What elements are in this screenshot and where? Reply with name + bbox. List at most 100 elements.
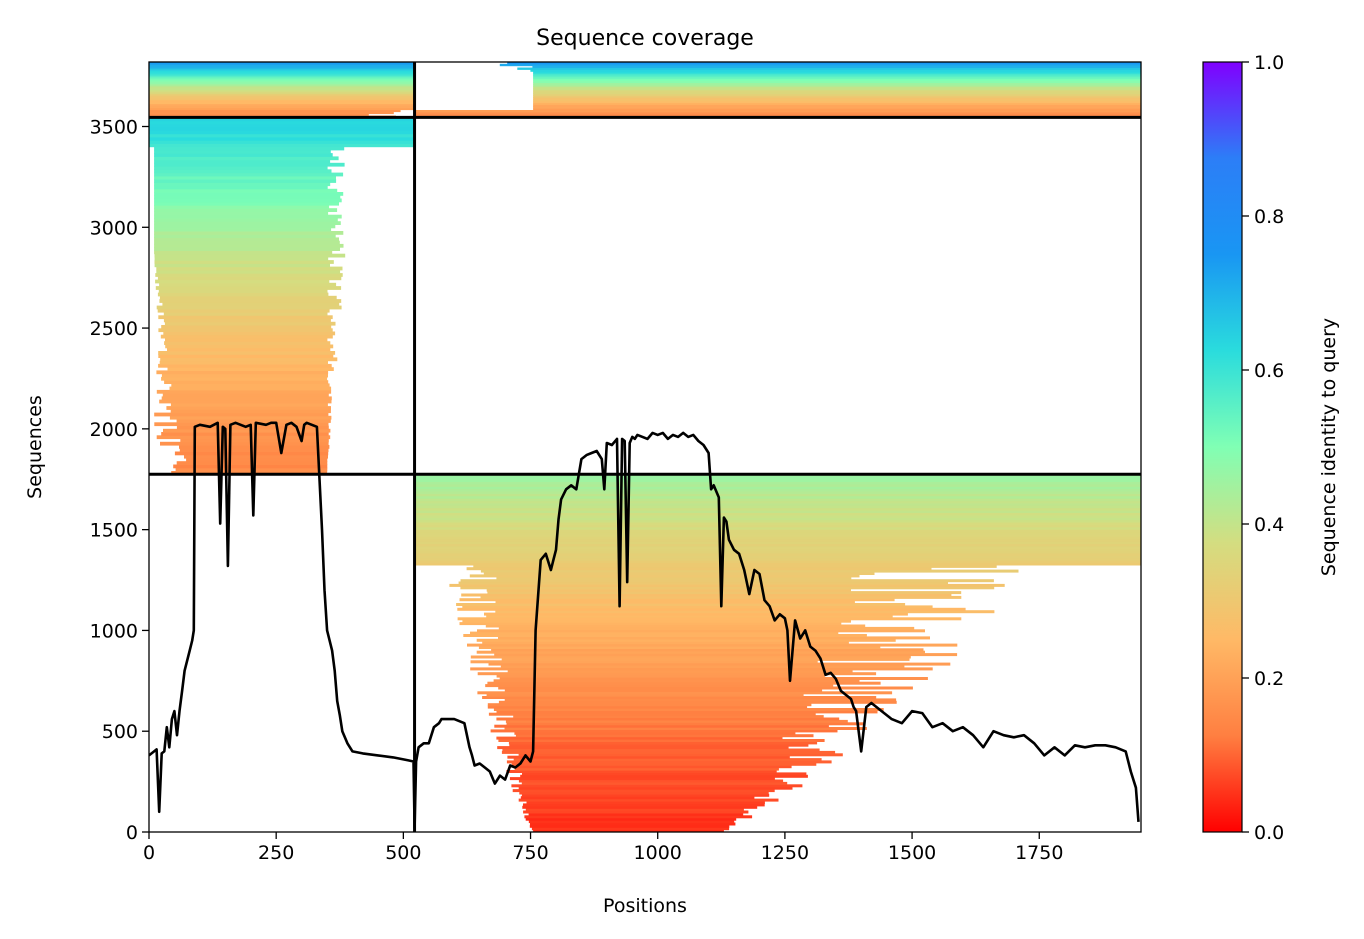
coverage-row	[154, 201, 339, 206]
coverage-row	[499, 677, 928, 680]
coverage-row	[522, 772, 807, 776]
coverage-row	[149, 101, 415, 105]
coverage-row	[488, 712, 816, 716]
coverage-row	[504, 688, 823, 692]
coverage-row	[154, 234, 336, 238]
coverage-row	[461, 593, 952, 597]
coverage-row	[161, 432, 329, 436]
coverage-row	[511, 762, 817, 766]
coverage-row	[149, 105, 415, 109]
x-tick-label: 1500	[888, 842, 936, 864]
coverage-row	[531, 827, 730, 831]
coverage-row	[467, 643, 958, 647]
coverage-row	[482, 696, 877, 699]
coverage-row	[414, 541, 1141, 544]
colorbar-ticks: 0.0 0.2 0.4 0.6 0.8 1.0	[1242, 52, 1284, 844]
y-axis: 0 500 1000 1500 2000 2500 3000 3500	[90, 117, 149, 844]
coverage-row	[530, 69, 1141, 72]
coverage-row	[533, 95, 1141, 98]
coverage-row	[414, 495, 1141, 499]
coverage-row	[414, 476, 1141, 480]
coverage-row	[520, 796, 755, 800]
coverage-row	[149, 109, 401, 113]
coverage-row	[462, 605, 933, 609]
coverage-row	[469, 574, 860, 578]
coverage-row	[414, 505, 1141, 509]
coverage-row	[414, 488, 1141, 492]
coverage-row	[169, 386, 332, 391]
coverage-row	[507, 62, 1141, 65]
coverage-row	[414, 548, 1141, 552]
coverage-row	[533, 99, 1141, 102]
coverage-row	[533, 73, 1141, 76]
coverage-row	[414, 486, 1141, 490]
colorbar-tick-label: 0.4	[1254, 514, 1284, 536]
coverage-row	[154, 153, 333, 157]
coverage-row	[495, 610, 995, 614]
coverage-row	[149, 140, 415, 144]
coverage-row	[532, 65, 1141, 69]
coverage-row	[473, 564, 997, 568]
coverage-row	[512, 789, 775, 793]
colorbar-tick-label: 0.8	[1254, 206, 1284, 228]
coverage-row	[414, 562, 1141, 566]
coverage-row	[149, 64, 415, 67]
coverage-row	[164, 380, 329, 384]
coverage-row	[496, 717, 840, 721]
coverage-row	[414, 110, 1141, 113]
coverage-row	[525, 817, 737, 821]
coverage-row	[486, 588, 851, 592]
coverage-row	[158, 351, 336, 355]
coverage-row	[154, 166, 328, 170]
coverage-row	[155, 286, 342, 290]
coverage-row	[519, 791, 769, 795]
coverage-row	[508, 741, 818, 745]
y-tick-label: 1000	[90, 620, 138, 642]
coverage-row	[533, 104, 1141, 107]
coverage-row	[155, 273, 343, 277]
coverage-row	[154, 175, 336, 180]
coverage-row	[502, 748, 820, 752]
colorbar	[1202, 61, 1243, 833]
coverage-row	[154, 256, 329, 261]
coverage-row	[154, 263, 330, 268]
coverage-row	[173, 464, 328, 469]
coverage-row	[484, 612, 908, 616]
coverage-row	[158, 354, 334, 358]
coverage-row	[533, 100, 1141, 104]
coverage-row	[414, 545, 1141, 549]
coverage-row	[504, 698, 897, 702]
coverage-row	[149, 69, 415, 73]
coverage-row	[497, 746, 789, 750]
coverage-row	[149, 143, 415, 148]
coverage-row	[493, 708, 884, 711]
coverage-row	[533, 80, 1141, 83]
coverage-line-layer	[149, 421, 1140, 830]
coverage-line	[149, 421, 1140, 830]
coverage-row	[159, 282, 337, 287]
coverage-row	[154, 260, 334, 264]
colorbar-tick-label: 0.2	[1254, 668, 1284, 690]
coverage-row	[493, 679, 860, 683]
y-tick-label: 3000	[90, 217, 138, 239]
coverage-row	[414, 507, 1141, 511]
coverage-row	[485, 684, 834, 688]
coverage-row	[167, 347, 331, 352]
coverage-row	[154, 188, 338, 193]
coverage-row	[515, 734, 814, 738]
coverage-row	[167, 367, 334, 371]
coverage-row	[457, 607, 966, 611]
coverage-row	[154, 224, 336, 229]
coverage-row	[154, 185, 328, 190]
coverage-row	[499, 63, 1141, 67]
coverage-row	[163, 428, 331, 433]
coverage-row	[154, 169, 332, 174]
coverage-row	[154, 218, 338, 222]
coverage-row	[159, 299, 342, 303]
coverage-row	[517, 765, 792, 769]
coverage-row	[149, 127, 415, 131]
coverage-row	[154, 231, 344, 235]
coverage-row	[414, 526, 1141, 530]
coverage-row	[509, 743, 809, 747]
y-tick-label: 2500	[90, 318, 138, 340]
